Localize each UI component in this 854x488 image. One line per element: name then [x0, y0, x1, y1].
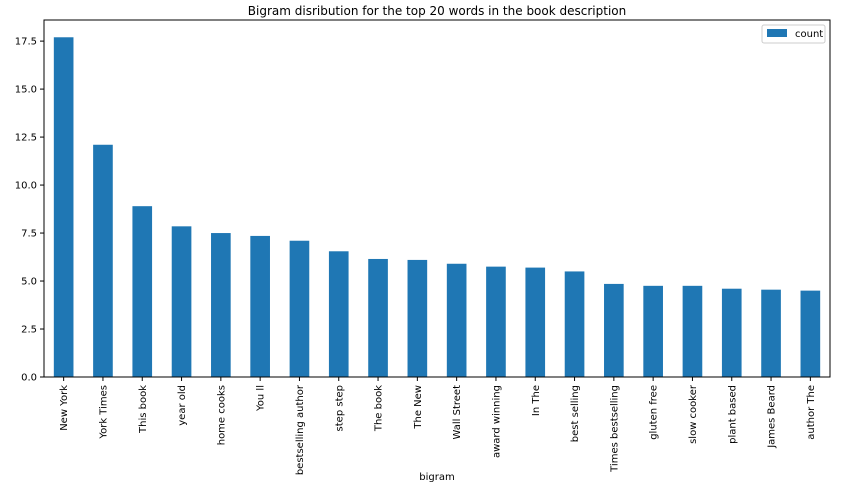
x-tick-label: York Times — [98, 385, 109, 440]
bar — [93, 144, 113, 377]
bar — [407, 259, 428, 377]
x-tick-label: Wall Street — [452, 385, 463, 440]
bar — [604, 283, 624, 377]
x-tick-label: gluten free — [649, 385, 660, 440]
x-tick-label: slow cooker — [688, 384, 699, 444]
bar — [53, 37, 74, 377]
bar — [564, 271, 585, 377]
bar — [211, 233, 231, 377]
y-tick-label: 17.5 — [15, 37, 37, 48]
chart-title: Bigram disribution for the top 20 words … — [248, 4, 626, 18]
bar — [132, 206, 153, 377]
bar — [328, 251, 349, 377]
x-tick-label: step step — [334, 385, 345, 431]
bar — [525, 267, 546, 377]
bar — [643, 285, 663, 377]
x-tick-label: year old — [177, 385, 188, 426]
x-tick-label: author The — [806, 385, 817, 440]
x-tick-label: Times bestselling — [609, 385, 620, 473]
x-tick-label: The New — [413, 385, 424, 430]
y-tick-label: 2.5 — [21, 325, 37, 336]
x-tick-label: plant based — [727, 385, 738, 444]
bar — [250, 235, 270, 377]
x-tick-label: best selling — [570, 385, 581, 442]
bar — [171, 226, 192, 377]
bar — [721, 288, 742, 377]
bar — [289, 240, 310, 377]
legend-label: count — [795, 29, 823, 40]
x-tick-label: James Beard — [767, 385, 778, 449]
bar — [368, 258, 388, 377]
y-tick-label: 15.0 — [15, 85, 37, 96]
plot-frame — [43, 19, 831, 378]
x-tick-label: You ll — [256, 385, 267, 412]
x-tick-label: In The — [531, 385, 542, 416]
legend-swatch — [767, 29, 787, 37]
x-tick-label: bestselling author — [295, 384, 306, 475]
y-tick-label: 0.0 — [21, 373, 37, 384]
y-tick-label: 7.5 — [21, 229, 37, 240]
legend: count — [761, 24, 826, 44]
y-tick-label: 12.5 — [15, 133, 37, 144]
x-tick-label: award winning — [491, 385, 502, 458]
x-axis-label: bigram — [419, 472, 454, 483]
x-tick-label: This book — [138, 385, 149, 434]
bar — [800, 290, 821, 377]
x-tick-label: The book — [374, 385, 385, 432]
bar — [682, 285, 703, 377]
y-tick-label: 5.0 — [21, 277, 37, 288]
y-tick-label: 10.0 — [15, 181, 37, 192]
bar — [446, 263, 467, 377]
bar — [761, 289, 781, 377]
x-tick-label: New York — [59, 385, 70, 431]
x-tick-label: home cooks — [216, 385, 227, 445]
bar — [486, 266, 506, 377]
